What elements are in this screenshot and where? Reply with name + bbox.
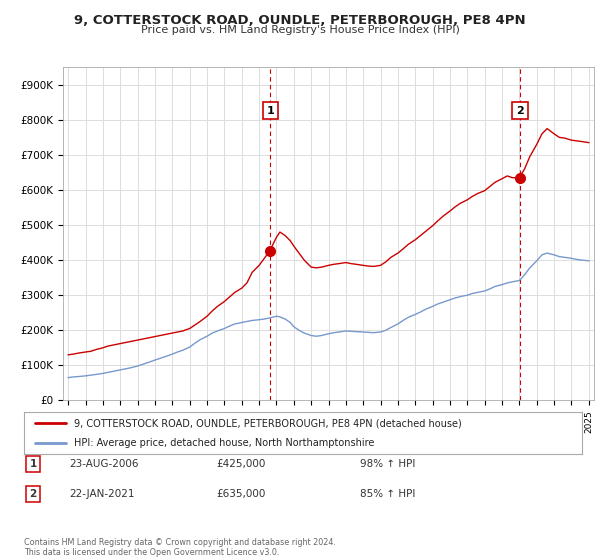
Text: £425,000: £425,000	[216, 459, 265, 469]
Text: 9, COTTERSTOCK ROAD, OUNDLE, PETERBOROUGH, PE8 4PN: 9, COTTERSTOCK ROAD, OUNDLE, PETERBOROUG…	[74, 14, 526, 27]
Text: 85% ↑ HPI: 85% ↑ HPI	[360, 489, 415, 499]
Text: 9, COTTERSTOCK ROAD, OUNDLE, PETERBOROUGH, PE8 4PN (detached house): 9, COTTERSTOCK ROAD, OUNDLE, PETERBOROUG…	[74, 418, 462, 428]
Text: 1: 1	[266, 105, 274, 115]
Text: £635,000: £635,000	[216, 489, 265, 499]
Text: 23-AUG-2006: 23-AUG-2006	[69, 459, 139, 469]
Text: 2: 2	[29, 489, 37, 499]
Text: Price paid vs. HM Land Registry's House Price Index (HPI): Price paid vs. HM Land Registry's House …	[140, 25, 460, 35]
Text: HPI: Average price, detached house, North Northamptonshire: HPI: Average price, detached house, Nort…	[74, 438, 374, 448]
Text: 98% ↑ HPI: 98% ↑ HPI	[360, 459, 415, 469]
Text: 1: 1	[29, 459, 37, 469]
Text: 22-JAN-2021: 22-JAN-2021	[69, 489, 134, 499]
Text: Contains HM Land Registry data © Crown copyright and database right 2024.
This d: Contains HM Land Registry data © Crown c…	[24, 538, 336, 557]
Text: 2: 2	[517, 105, 524, 115]
